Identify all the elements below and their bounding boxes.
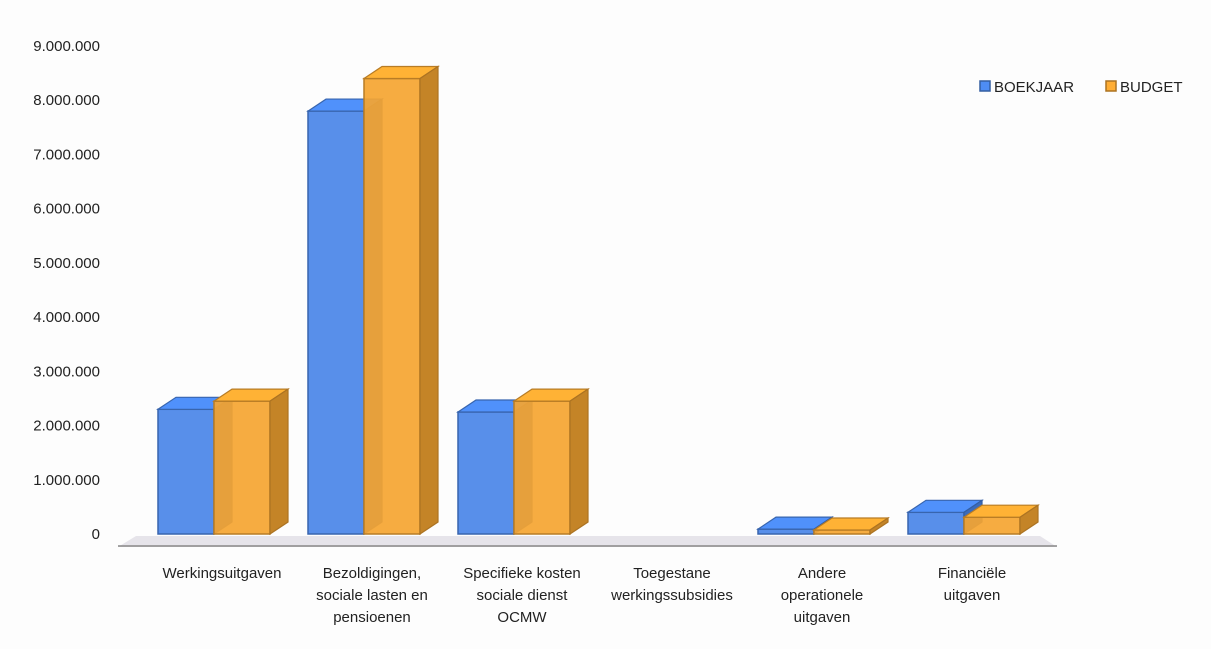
x-category-label: sociale lasten en: [316, 587, 428, 604]
legend-label-budget: BUDGET: [1120, 79, 1183, 96]
legend-swatch-budget: [1105, 80, 1117, 92]
bar-budget-front: [513, 400, 571, 535]
bar-boekjaar-front: [907, 511, 965, 535]
y-tick-label: 8.000.000: [33, 92, 100, 109]
bar-budget-front: [213, 400, 271, 535]
y-tick-label: 5.000.000: [33, 255, 100, 272]
y-tick-label: 9.000.000: [33, 38, 100, 55]
x-category-label: uitgaven: [944, 587, 1001, 604]
bar-budget-side: [869, 516, 889, 536]
y-tick-label: 7.000.000: [33, 146, 100, 163]
bar-budget-front: [363, 77, 421, 535]
bar-budget-front: [963, 516, 1021, 535]
x-category-label: Bezoldigingen,: [323, 565, 421, 582]
x-category-label: Toegestane: [633, 565, 711, 582]
bar-boekjaar-front: [157, 408, 215, 535]
x-category-label: Andere: [798, 565, 846, 582]
bar-budget-side: [1019, 504, 1039, 536]
bar-budget-side: [269, 388, 289, 536]
y-tick-label: 6.000.000: [33, 201, 100, 218]
x-category-label: werkingssubsidies: [610, 587, 733, 604]
x-category-label: Werkingsuitgaven: [163, 565, 282, 582]
bar-budget-side: [419, 65, 439, 536]
y-tick-label: 4.000.000: [33, 309, 100, 326]
bar-boekjaar-front: [307, 110, 365, 535]
x-category-label: OCMW: [497, 609, 547, 626]
legend-swatch-boekjaar: [979, 80, 991, 92]
x-category-label: uitgaven: [794, 609, 851, 626]
bar-boekjaar-front: [757, 528, 815, 535]
x-category-label: Financiële: [938, 565, 1006, 582]
x-category-label: pensioenen: [333, 609, 411, 626]
legend-label-boekjaar: BOEKJAAR: [994, 79, 1074, 96]
y-tick-label: 0: [92, 526, 100, 543]
x-category-label: Specifieke kosten: [463, 565, 581, 582]
y-tick-label: 1.000.000: [33, 472, 100, 489]
x-category-label: operationele: [781, 587, 864, 604]
x-category-label: sociale dienst: [477, 587, 569, 604]
y-tick-label: 2.000.000: [33, 418, 100, 435]
y-tick-label: 3.000.000: [33, 363, 100, 380]
bar-budget-side: [569, 388, 589, 536]
bar-boekjaar-front: [457, 411, 515, 535]
chart-floor: [118, 536, 1057, 547]
